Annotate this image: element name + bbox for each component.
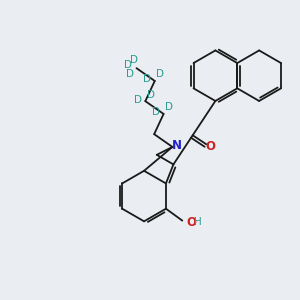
Text: D: D	[152, 106, 160, 117]
Text: D: D	[165, 101, 173, 112]
Text: D: D	[156, 69, 164, 80]
Text: D: D	[126, 68, 134, 79]
Text: O: O	[205, 140, 215, 153]
Text: D: D	[130, 55, 138, 65]
Text: D: D	[134, 95, 142, 105]
Text: D: D	[143, 74, 151, 85]
Text: D: D	[147, 90, 155, 100]
Text: O: O	[186, 216, 196, 229]
Text: N: N	[172, 139, 182, 152]
Text: D: D	[124, 60, 132, 70]
Text: H: H	[194, 217, 201, 227]
